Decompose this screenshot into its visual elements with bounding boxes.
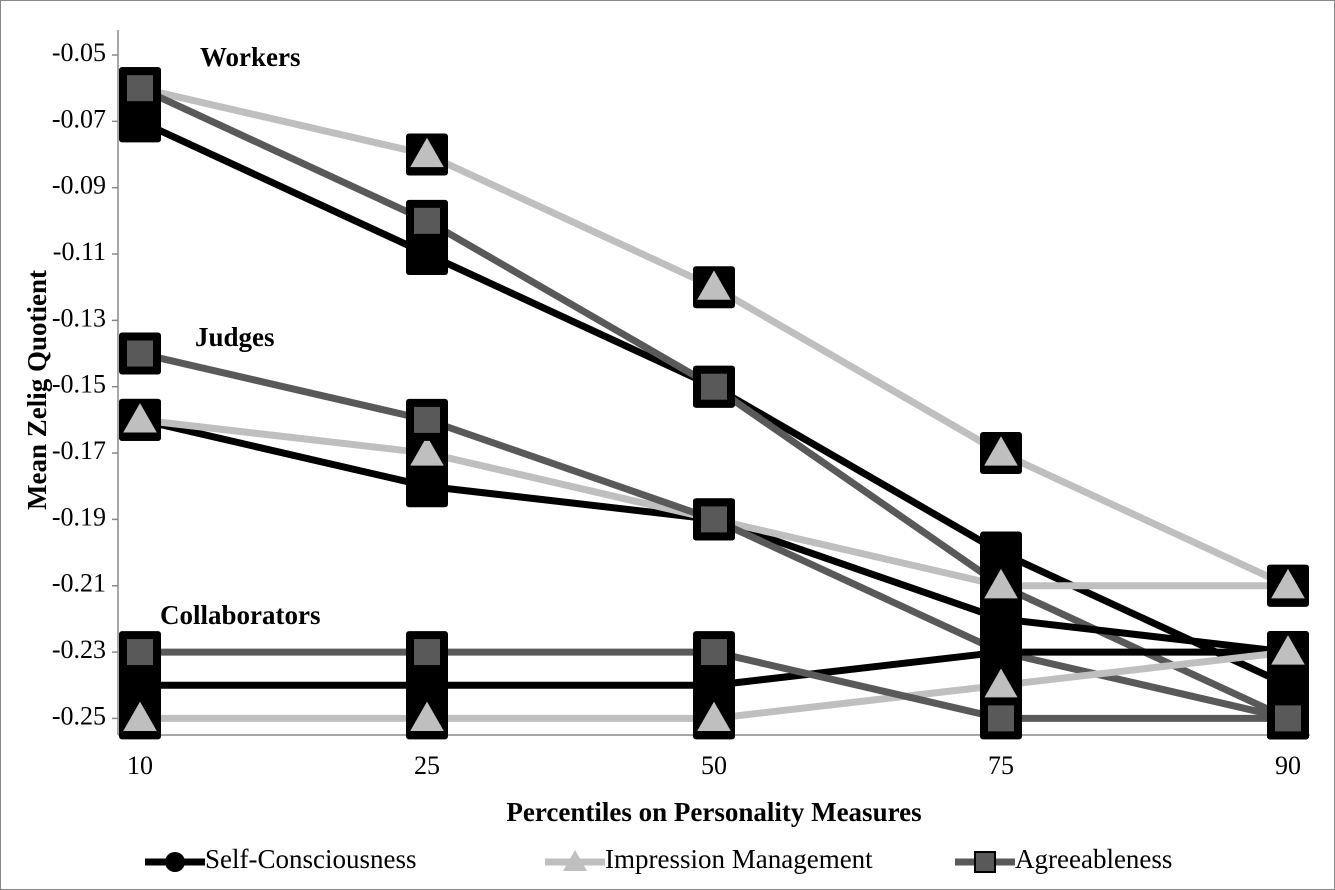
x-tick-label: 75 <box>988 751 1014 780</box>
legend-label: Self-Consciousness <box>205 844 417 874</box>
x-axis-title: Percentiles on Personality Measures <box>506 797 921 827</box>
marker <box>123 403 157 433</box>
marker <box>699 670 729 701</box>
marker <box>412 239 442 270</box>
legend-label: Impression Management <box>605 844 873 874</box>
marker <box>410 701 444 732</box>
marker <box>125 637 155 668</box>
y-tick-label: -0.25 <box>52 701 106 730</box>
y-tick-label: -0.19 <box>52 502 106 531</box>
y-tick-label: -0.07 <box>52 104 106 133</box>
marker <box>125 670 155 701</box>
y-tick-label: -0.11 <box>53 237 106 266</box>
y-tick-label: -0.21 <box>52 569 106 598</box>
marker <box>123 701 157 732</box>
marker <box>412 637 442 668</box>
marker <box>984 568 1018 599</box>
marker <box>165 852 185 872</box>
y-tick-label: -0.15 <box>52 370 106 399</box>
marker <box>563 850 587 871</box>
marker <box>412 404 442 435</box>
y-tick-label: -0.09 <box>52 171 106 200</box>
x-tick-label: 10 <box>127 751 153 780</box>
legend-label: Agreeableness <box>1015 844 1172 874</box>
marker <box>410 436 444 466</box>
marker <box>699 504 729 535</box>
marker <box>974 851 996 873</box>
marker <box>412 471 442 502</box>
marker <box>984 668 1018 698</box>
group-label: Collaborators <box>160 600 320 630</box>
marker <box>125 73 155 104</box>
marker <box>699 371 729 402</box>
marker <box>986 703 1016 734</box>
marker <box>697 270 731 300</box>
marker <box>1271 568 1305 599</box>
marker <box>125 106 155 137</box>
marker <box>986 537 1016 568</box>
marker <box>699 637 729 668</box>
marker <box>984 436 1018 466</box>
y-axis-title: Mean Zelig Quotient <box>22 270 52 510</box>
marker <box>1271 635 1305 665</box>
group-label: Workers <box>200 42 301 72</box>
marker <box>1273 703 1303 734</box>
marker <box>412 670 442 701</box>
marker <box>1273 670 1303 701</box>
y-tick-label: -0.13 <box>52 303 106 332</box>
marker <box>697 701 731 732</box>
y-tick-label: -0.23 <box>52 635 106 664</box>
marker <box>412 205 442 236</box>
marker <box>986 603 1016 634</box>
group-label: Judges <box>195 322 275 352</box>
x-tick-label: 50 <box>701 751 727 780</box>
y-tick-label: -0.17 <box>52 436 106 465</box>
x-tick-label: 25 <box>414 751 440 780</box>
x-tick-label: 90 <box>1275 751 1301 780</box>
marker <box>986 637 1016 668</box>
y-tick-label: -0.05 <box>52 38 106 67</box>
marker <box>410 137 444 168</box>
marker <box>125 338 155 369</box>
